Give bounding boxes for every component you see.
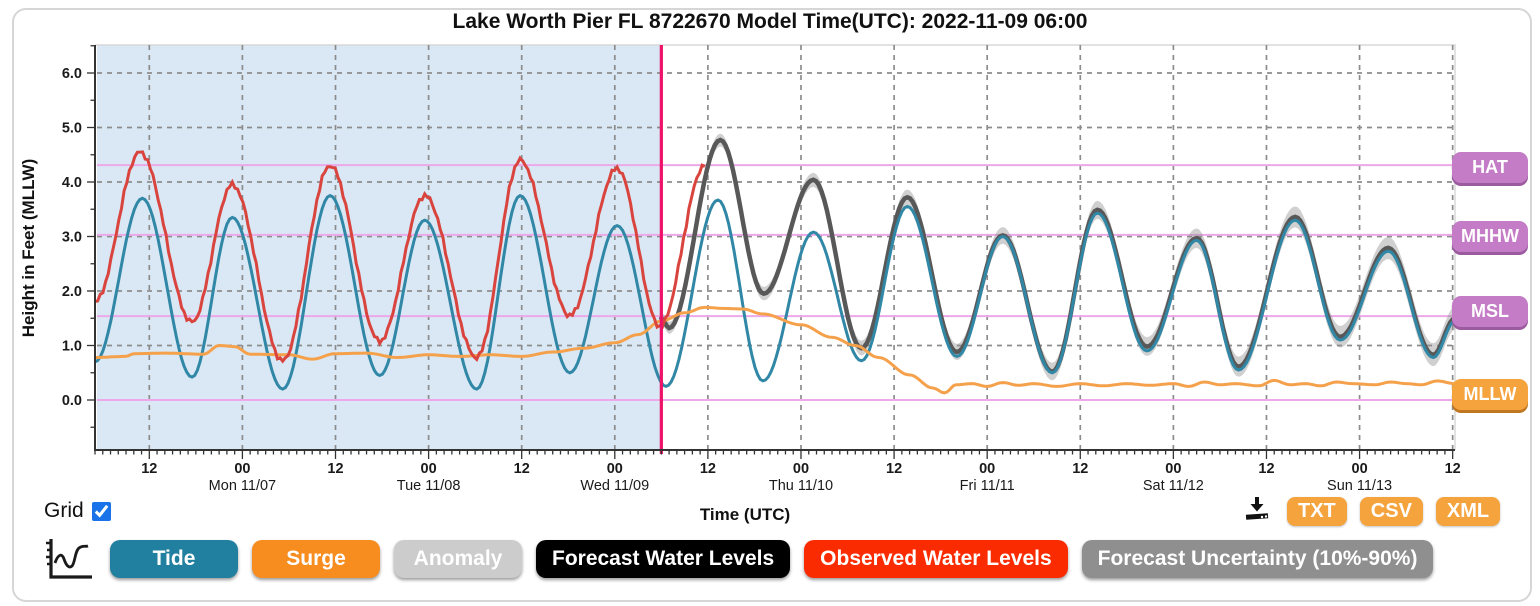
y-axis-ticks xyxy=(87,45,95,428)
svg-text:12: 12 xyxy=(141,461,157,477)
download-format-buttons: TXT CSV XML xyxy=(1287,497,1501,526)
download-txt-button[interactable]: TXT xyxy=(1287,497,1347,526)
svg-text:Sun 11/13: Sun 11/13 xyxy=(1327,478,1392,494)
svg-text:Sat 11/12: Sat 11/12 xyxy=(1143,478,1204,494)
svg-text:00: 00 xyxy=(1352,461,1368,477)
chart-area: 12 00 12 00 12 00 12 00 12 00 12 00 12 00 12 Mon 11/07 T… xyxy=(62,44,1461,494)
svg-text:Fri 11/11: Fri 11/11 xyxy=(960,478,1015,494)
y-axis-label: Height in Feet (MLLW) xyxy=(19,158,38,338)
svg-text:Wed 11/09: Wed 11/09 xyxy=(580,478,649,494)
svg-text:00: 00 xyxy=(607,461,623,477)
time-series-icon[interactable] xyxy=(42,536,96,582)
legend-button-tide[interactable]: Tide xyxy=(110,540,238,578)
svg-text:00: 00 xyxy=(979,461,995,477)
svg-text:5.0: 5.0 xyxy=(62,121,82,137)
x-tick-labels: 12 00 12 00 12 00 12 00 12 00 12 00 12 00 12 xyxy=(141,461,1461,477)
x-axis-ticks xyxy=(94,450,1454,459)
y-tick-labels: 0.0 1.0 2.0 3.0 4.0 5.0 6.0 xyxy=(62,66,82,409)
download-csv-button[interactable]: CSV xyxy=(1359,497,1423,526)
svg-text:2.0: 2.0 xyxy=(62,284,82,300)
svg-text:12: 12 xyxy=(886,461,902,477)
svg-text:12: 12 xyxy=(1072,461,1088,477)
legend-button-forecast-uncertainty-10-90[interactable]: Forecast Uncertainty (10%-90%) xyxy=(1081,540,1434,578)
datum-pill-mllw: MLLW xyxy=(1452,379,1528,410)
svg-text:Thu 11/10: Thu 11/10 xyxy=(769,478,833,494)
datum-pill-mhhw: MHHW xyxy=(1452,221,1528,252)
x-axis-label: Time (UTC) xyxy=(699,505,791,524)
chart-title: Lake Worth Pier FL 8722670 Model Time(UT… xyxy=(452,10,1088,33)
download-icon[interactable] xyxy=(1243,495,1271,523)
download-xml-button[interactable]: XML xyxy=(1435,497,1501,526)
svg-text:Tue 11/08: Tue 11/08 xyxy=(397,478,461,494)
past-observation-region xyxy=(97,45,662,450)
svg-text:00: 00 xyxy=(793,461,809,477)
surge-line xyxy=(95,305,1456,395)
svg-text:12: 12 xyxy=(514,461,530,477)
datum-pill-hat: HAT xyxy=(1452,152,1528,183)
svg-text:0.0: 0.0 xyxy=(62,393,82,409)
svg-text:12: 12 xyxy=(327,461,343,477)
svg-text:12: 12 xyxy=(700,461,716,477)
svg-text:Mon 11/07: Mon 11/07 xyxy=(209,478,276,494)
tide-line xyxy=(94,193,1456,391)
svg-text:1.0: 1.0 xyxy=(62,339,82,355)
svg-text:00: 00 xyxy=(234,461,250,477)
grid-checkbox[interactable] xyxy=(91,501,111,521)
svg-text:00: 00 xyxy=(1165,461,1181,477)
grid-control: Grid xyxy=(44,499,111,523)
legend-button-forecast-water-levels[interactable]: Forecast Water Levels xyxy=(536,540,791,578)
svg-text:3.0: 3.0 xyxy=(62,230,82,246)
grid-label: Grid xyxy=(44,499,84,522)
svg-text:4.0: 4.0 xyxy=(62,175,82,191)
svg-text:12: 12 xyxy=(1445,461,1461,477)
svg-text:00: 00 xyxy=(421,461,437,477)
legend-button-observed-water-levels[interactable]: Observed Water Levels xyxy=(804,540,1068,578)
datum-pill-msl: MSL xyxy=(1452,296,1528,327)
x-date-labels: Mon 11/07 Tue 11/08 Wed 11/09 Thu 11/10 Fri … xyxy=(209,478,1392,494)
svg-text:6.0: 6.0 xyxy=(62,66,82,82)
legend-button-anomaly[interactable]: Anomaly xyxy=(394,540,522,578)
legend-row: Tide Surge Anomaly Forecast Water Levels Obs… xyxy=(42,536,1434,582)
legend-button-surge[interactable]: Surge xyxy=(252,540,380,578)
observed-water-levels-line xyxy=(94,150,706,364)
svg-text:12: 12 xyxy=(1258,461,1274,477)
